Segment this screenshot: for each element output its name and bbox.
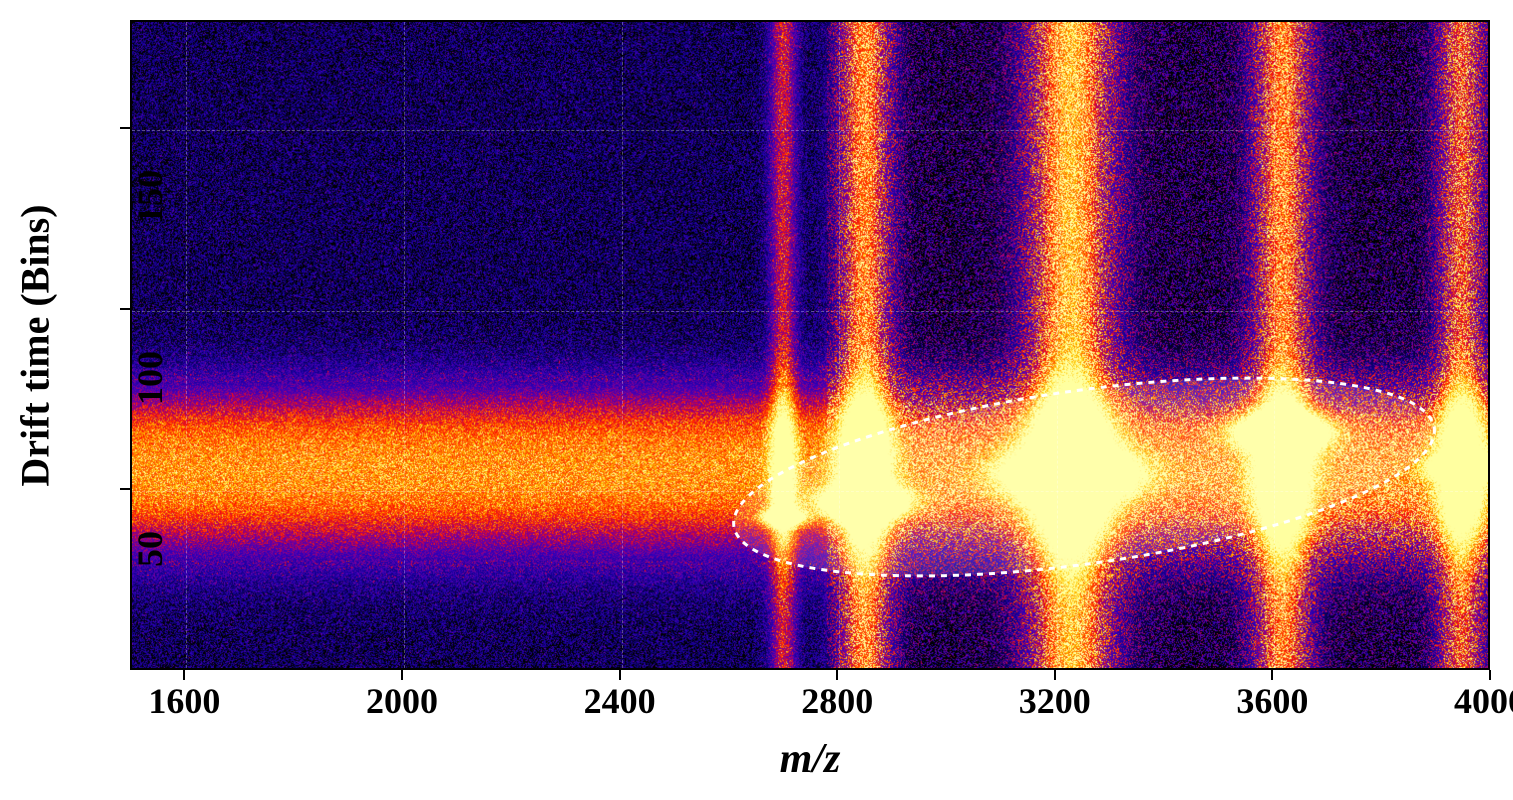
y-axis-label-text: Drift time (Bins) xyxy=(12,204,59,486)
x-tick-label: 3600 xyxy=(1236,680,1308,722)
x-tick-label: 2800 xyxy=(801,680,873,722)
y-tick-mark xyxy=(120,308,130,310)
x-tick-label: 4000 xyxy=(1454,680,1513,722)
chart-container xyxy=(130,20,1490,670)
y-axis-label: Drift time (Bins) xyxy=(10,20,60,670)
x-tick-mark xyxy=(183,670,185,680)
x-tick-label: 2000 xyxy=(366,680,438,722)
plot-area xyxy=(130,20,1490,670)
x-tick-mark xyxy=(401,670,403,680)
x-tick-mark xyxy=(1489,670,1491,680)
x-axis-label: m/z xyxy=(130,735,1490,783)
y-tick-label: 150 xyxy=(129,170,171,230)
x-tick-label: 1600 xyxy=(148,680,220,722)
x-tick-mark xyxy=(836,670,838,680)
x-tick-label: 3200 xyxy=(1019,680,1091,722)
x-tick-mark xyxy=(619,670,621,680)
y-tick-label: 50 xyxy=(129,531,171,591)
y-tick-mark xyxy=(120,127,130,129)
heatmap-canvas xyxy=(132,22,1488,668)
y-tick-label: 100 xyxy=(129,351,171,411)
x-tick-mark xyxy=(1271,670,1273,680)
x-tick-label: 2400 xyxy=(584,680,656,722)
y-tick-mark xyxy=(120,488,130,490)
x-tick-mark xyxy=(1054,670,1056,680)
